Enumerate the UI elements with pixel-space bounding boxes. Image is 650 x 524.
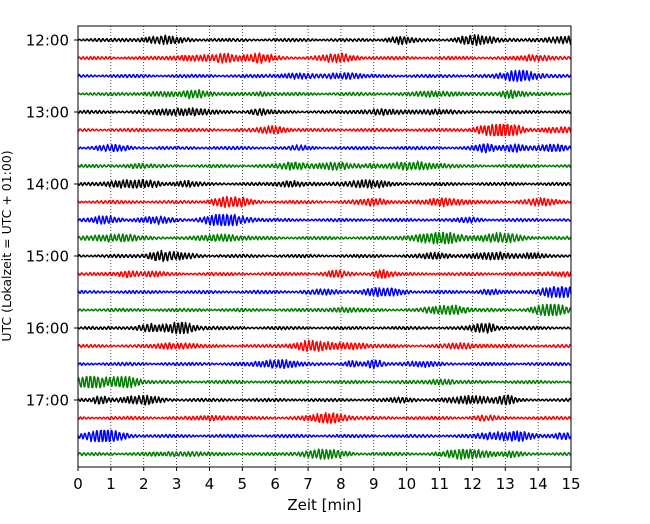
x-tick-label: 3 — [172, 475, 182, 493]
x-tick-label: 14 — [529, 475, 548, 493]
x-tick-label: 6 — [270, 475, 280, 493]
x-axis: 0 1 2 3 4 5 6 7 8 9 10 11 12 13 14 15 — [73, 467, 581, 493]
seismogram-trace — [77, 69, 572, 83]
seismogram-trace — [77, 249, 572, 263]
x-tick-label: 13 — [496, 475, 515, 493]
seismogram-trace — [77, 52, 572, 64]
x-tick-label: 8 — [336, 475, 346, 493]
y-tick-label: 14:00 — [26, 176, 69, 194]
x-tick-label: 10 — [397, 475, 416, 493]
x-tick-label: 2 — [139, 475, 149, 493]
seismogram-trace — [77, 303, 572, 317]
seismogram-trace — [77, 285, 572, 299]
x-tick-label: 12 — [463, 475, 482, 493]
seismogram-trace — [77, 195, 572, 209]
plot-frame — [77, 25, 572, 468]
seismogram-trace — [77, 34, 572, 47]
seismogram-trace — [77, 178, 572, 189]
y-tick-label: 12:00 — [26, 32, 69, 50]
seismogram-trace — [77, 88, 572, 100]
y-tick-label: 16:00 — [26, 320, 69, 338]
x-tick-label: 11 — [430, 475, 449, 493]
seismogram-trace — [77, 394, 572, 406]
x-tick-label: 15 — [561, 475, 580, 493]
x-tick-label: 5 — [238, 475, 248, 493]
x-tick-label: 1 — [106, 475, 116, 493]
seismogram-trace — [77, 123, 572, 137]
x-tick-label: 0 — [73, 475, 83, 493]
x-tick-label: 9 — [369, 475, 379, 493]
y-tick-label: 13:00 — [26, 104, 69, 122]
seismogram-trace — [77, 143, 572, 154]
y-axis-title: UTC (Lokalzeit = UTC + 01:00) — [0, 150, 14, 341]
x-axis-title: Zeit [min] — [287, 496, 361, 514]
seismogram-trace — [77, 160, 572, 171]
seismogram-trace — [77, 429, 572, 443]
seismogram-trace — [77, 213, 572, 227]
y-tick-label: 17:00 — [26, 392, 69, 410]
seismogram-trace — [77, 359, 572, 370]
seismogram-trace — [77, 448, 572, 461]
seismogram-trace — [77, 107, 572, 117]
seismogram-trace — [77, 231, 572, 245]
x-tick-label: 4 — [205, 475, 215, 493]
y-axis: 12:00 13:00 14:00 15:00 16:00 17:00 — [26, 32, 78, 410]
seismogram-trace — [77, 411, 572, 424]
y-tick-label: 15:00 — [26, 248, 69, 266]
x-tick-label: 7 — [303, 475, 313, 493]
seismogram-trace — [77, 269, 572, 279]
trace-layer — [77, 34, 572, 461]
seismogram-trace — [77, 339, 572, 352]
seismogram-trace — [77, 375, 572, 389]
seismogram-trace — [77, 321, 572, 335]
